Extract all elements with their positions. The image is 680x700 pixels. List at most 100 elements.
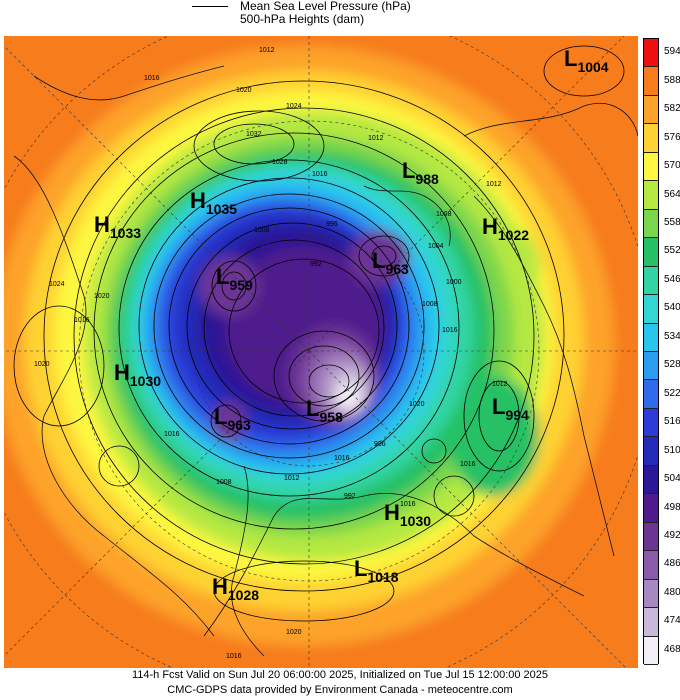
colorbar-cell xyxy=(644,380,658,409)
colorbar-label: 528 xyxy=(664,359,680,371)
low-pressure-center: L1004 xyxy=(564,46,609,75)
isobar-value-label: 1020 xyxy=(286,629,302,636)
isobar-value-label: 1012 xyxy=(492,381,508,388)
isobar-value-label: 1020 xyxy=(236,87,252,94)
isobar-legend-label: Mean Sea Level Pressure (hPa) xyxy=(240,0,411,13)
colorbar-label: 534 xyxy=(664,330,680,342)
data-credit-text: CMC-GDPS data provided by Environment Ca… xyxy=(167,684,513,696)
low-pressure-center: L1018 xyxy=(354,556,399,585)
colorbar-cell xyxy=(644,209,658,239)
colorbar-label: 522 xyxy=(664,387,680,399)
isobar-value-labels: 1012 1016 1020 1024 1032 1028 1016 1012 1008 1004… xyxy=(34,47,508,660)
colorbar-label: 570 xyxy=(664,160,680,172)
colorbar-cell xyxy=(644,408,658,438)
colorbar-cell xyxy=(644,181,658,210)
colorbar-cell xyxy=(644,266,658,296)
colorbar-label: 582 xyxy=(664,103,680,115)
isobar-value-label: 1012 xyxy=(486,181,502,188)
isobar-value-label: 992 xyxy=(310,261,322,268)
colorbar-cell xyxy=(644,551,658,580)
isobar-value-label: 996 xyxy=(326,221,338,228)
isobar-value-label: 1032 xyxy=(246,131,262,138)
isobar-value-label: 1016 xyxy=(460,461,476,468)
high-pressure-center: H1028 xyxy=(212,574,259,603)
isobar-value-label: 1000 xyxy=(254,227,270,234)
isobar-value-label: 1012 xyxy=(259,47,275,54)
colorbar-label: 486 xyxy=(664,558,680,570)
colorbar-cell xyxy=(644,522,658,552)
colorbar-label: 594 xyxy=(664,46,680,58)
colorbar-cell xyxy=(644,437,658,466)
isobar-value-label: 1020 xyxy=(409,401,425,408)
colorbar-label: 546 xyxy=(664,273,680,285)
colorbar-label: 498 xyxy=(664,501,680,513)
low-pressure-center: L958 xyxy=(306,396,343,425)
isobar-lines xyxy=(13,45,625,622)
colorbar-label: 492 xyxy=(664,529,680,541)
isobar-value-label: 1016 xyxy=(400,501,416,508)
high-pressure-center: H1030 xyxy=(114,360,161,389)
isobar-value-label: 1004 xyxy=(428,243,444,250)
colorbar-cell xyxy=(644,238,658,267)
isobar-value-label: 1012 xyxy=(284,475,300,482)
colorbar-cell xyxy=(644,152,658,182)
coastlines xyxy=(13,65,638,657)
isobar-value-label: 1008 xyxy=(216,479,232,486)
isobar-value-label: 1016 xyxy=(442,327,458,334)
colorbar-cell xyxy=(644,636,658,665)
colorbar-label: 540 xyxy=(664,302,680,314)
colorbar-cell xyxy=(644,323,658,352)
low-pressure-center: L994 xyxy=(492,394,529,423)
colorbar-label: 552 xyxy=(664,245,680,257)
graticule xyxy=(4,36,638,668)
colorbar-cell xyxy=(644,494,658,523)
isobar-value-label: 1016 xyxy=(334,455,350,462)
isobar-value-label: 1016 xyxy=(164,431,180,438)
forecast-validity-text: 114-h Fcst Valid on Sun Jul 20 06:00:00 … xyxy=(131,669,549,681)
low-pressure-center: L963 xyxy=(214,404,251,433)
isobar-value-label: 1016 xyxy=(312,171,328,178)
colorbar-label: 474 xyxy=(664,615,680,627)
colorbar-cell xyxy=(644,351,658,381)
isobar-value-label: 1012 xyxy=(368,135,384,142)
height-field xyxy=(4,36,638,668)
colorbar-label: 564 xyxy=(664,188,680,200)
colorbar-label: 516 xyxy=(664,416,680,428)
isobar-value-label: 996 xyxy=(374,441,386,448)
isobar-value-label: 992 xyxy=(344,493,356,500)
colorbar-label: 480 xyxy=(664,586,680,598)
isobar-value-label: 1024 xyxy=(49,281,65,288)
colorbar-cell xyxy=(644,579,658,609)
low-pressure-center: L959 xyxy=(216,264,253,293)
low-pressure-center: L963 xyxy=(372,248,409,277)
colorbar-label: 468 xyxy=(664,643,680,655)
isobar-value-label: 1020 xyxy=(34,361,50,368)
isobar-value-label: 1016 xyxy=(226,653,242,660)
colorbar-label: 504 xyxy=(664,473,680,485)
isobar-value-label: 1016 xyxy=(144,75,160,82)
colorbar-cell xyxy=(644,67,658,96)
height-colorbar xyxy=(643,38,659,665)
high-pressure-center: H1035 xyxy=(190,188,237,217)
height-legend-label: 500-hPa Heights (dam) xyxy=(240,12,365,26)
isobar-value-label: 1028 xyxy=(272,159,288,166)
isobar-value-label: 1008 xyxy=(436,211,452,218)
low-pressure-center: L988 xyxy=(402,158,439,187)
pressure-centers: L1004 L988 H1022 L963 H1035 H1033 L959 H1030 L96… xyxy=(94,46,609,603)
high-pressure-center: H1030 xyxy=(384,500,431,529)
colorbar-label: 588 xyxy=(664,74,680,86)
colorbar-label: 576 xyxy=(664,131,680,143)
isobar-value-label: 1000 xyxy=(446,279,462,286)
colorbar-cell xyxy=(644,608,658,637)
colorbar-cell xyxy=(644,124,658,153)
colorbar-cell xyxy=(644,465,658,495)
isobar-value-label: 1008 xyxy=(422,301,438,308)
weather-map: L1004 L988 H1022 L963 H1035 H1033 L959 H1030 L96… xyxy=(4,36,638,668)
isobar-legend-line xyxy=(192,6,228,7)
legend-top: Mean Sea Level Pressure (hPa) 500-hPa He… xyxy=(192,0,492,28)
footer: 114-h Fcst Valid on Sun Jul 20 06:00:00 … xyxy=(0,668,680,698)
colorbar-cell xyxy=(644,295,658,324)
colorbar-label: 558 xyxy=(664,216,680,228)
colorbar-label: 510 xyxy=(664,444,680,456)
isobar-value-label: 1020 xyxy=(94,293,110,300)
